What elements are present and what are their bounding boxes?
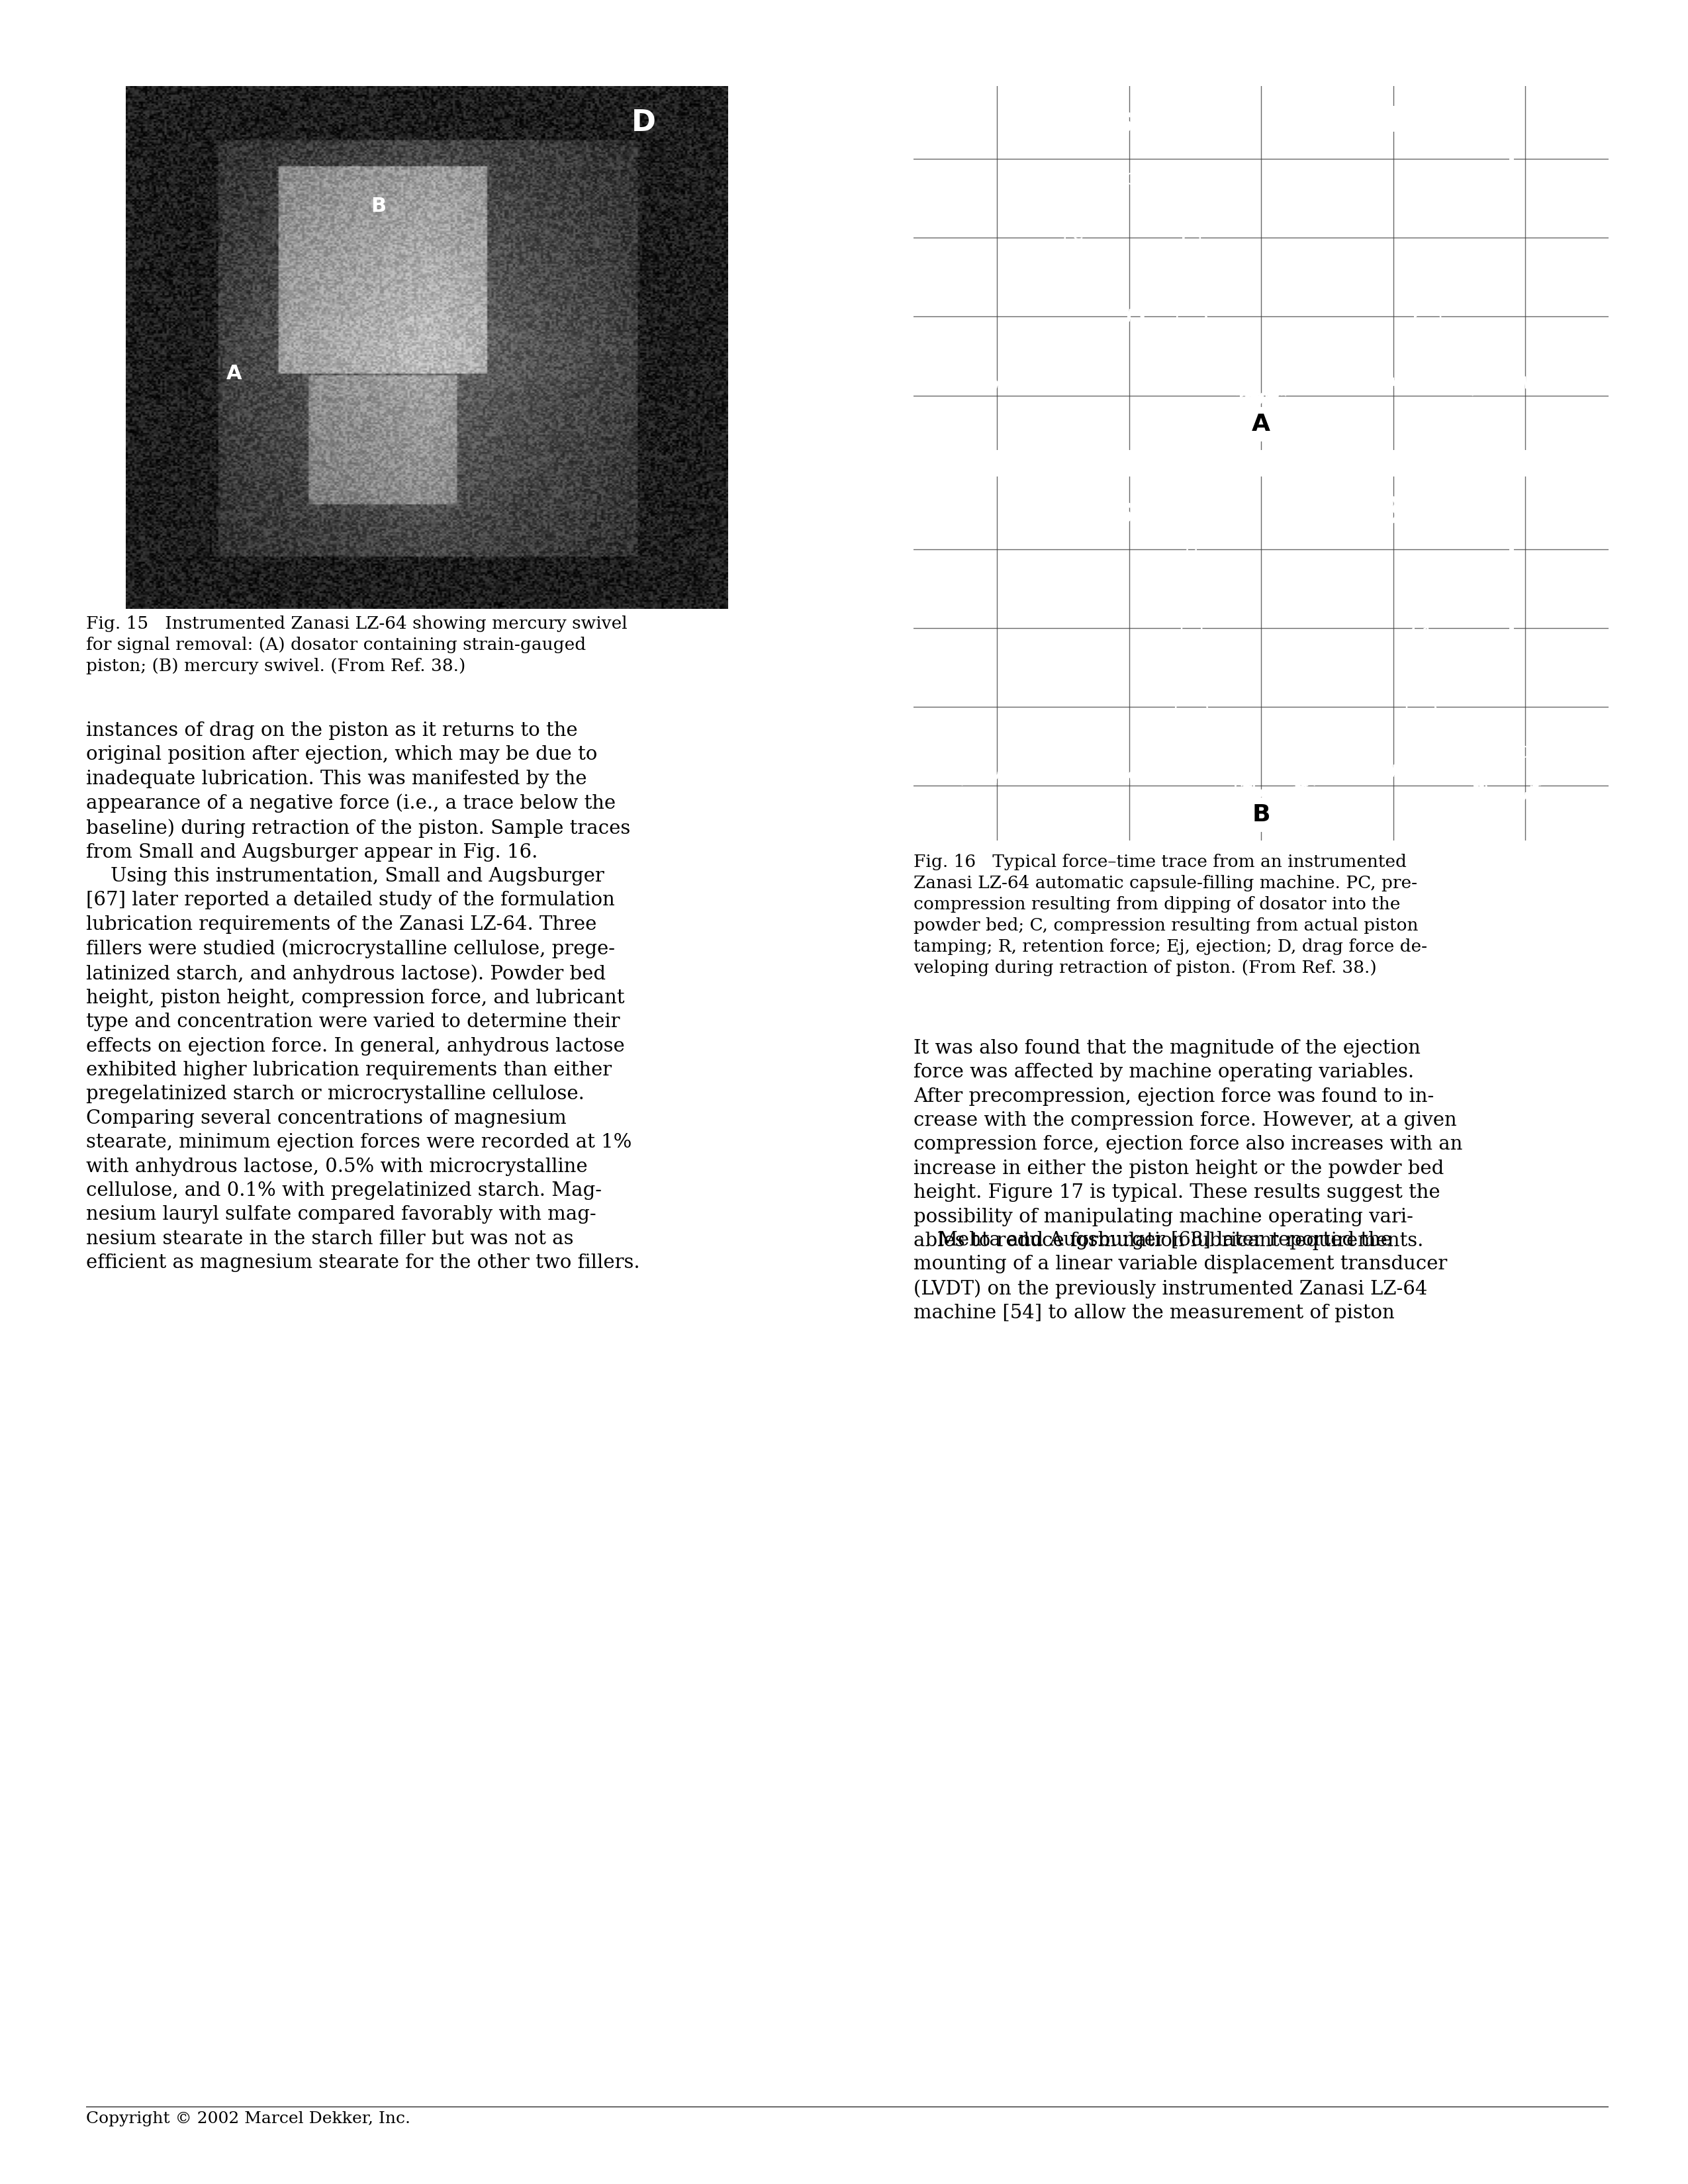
Text: Fig. 15   Instrumented Zanasi LZ-64 showing mercury swivel
for signal removal: (: Fig. 15 Instrumented Zanasi LZ-64 showin… xyxy=(86,616,628,675)
Text: It was also found that the magnitude of the ejection
force was affected by machi: It was also found that the magnitude of … xyxy=(913,1040,1462,1249)
Text: 4.04 kg.: 4.04 kg. xyxy=(1317,105,1477,138)
Text: C: C xyxy=(1124,173,1136,188)
Text: E: E xyxy=(1415,245,1425,260)
Text: 0.2 sec.: 0.2 sec. xyxy=(1038,105,1192,138)
Text: A: A xyxy=(226,365,241,382)
Text: A: A xyxy=(1252,413,1271,435)
Text: 0.2 sec.: 0.2 sec. xyxy=(1038,496,1192,529)
Text: Copyright © 2002 Marcel Dekker, Inc.: Copyright © 2002 Marcel Dekker, Inc. xyxy=(86,2112,410,2127)
Text: t: t xyxy=(942,360,947,373)
Text: B: B xyxy=(371,197,387,216)
Text: Mehta and Augsburger [68] later reported the
mounting of a linear variable displ: Mehta and Augsburger [68] later reported… xyxy=(913,1232,1447,1324)
Text: Ej: Ej xyxy=(1415,614,1430,629)
Text: Using this instrumentation, Small and Augsburger
[67] later reported a detailed : Using this instrumentation, Small and Au… xyxy=(86,867,640,1271)
Text: D: D xyxy=(1518,745,1531,760)
Text: 8.08 kg.: 8.08 kg. xyxy=(1317,496,1477,529)
Text: PC: PC xyxy=(1062,227,1084,242)
Text: D: D xyxy=(631,109,657,138)
Text: Fig. 16   Typical force–time trace from an instrumented
Zanasi LZ-64 automatic c: Fig. 16 Typical force–time trace from an… xyxy=(913,854,1426,976)
Text: R: R xyxy=(1163,745,1175,760)
Text: instances of drag on the piston as it returns to the
original position after eje: instances of drag on the piston as it re… xyxy=(86,721,630,863)
Text: B: B xyxy=(1252,804,1269,826)
